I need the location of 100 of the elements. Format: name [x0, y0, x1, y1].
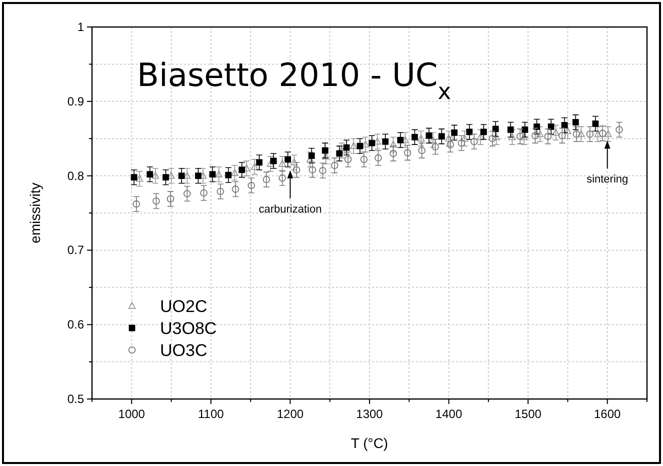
point: [476, 133, 484, 140]
point: [445, 134, 452, 142]
legend-label: UO3C: [160, 341, 208, 360]
point: [586, 130, 594, 138]
point: [278, 160, 286, 167]
point: [572, 119, 579, 126]
point: [216, 188, 224, 196]
point: [578, 130, 585, 138]
point: [248, 182, 256, 190]
point: [292, 166, 300, 174]
point: [132, 200, 140, 208]
point: [250, 162, 258, 170]
legend-label: U3O8C: [160, 319, 217, 338]
point: [458, 139, 466, 147]
point: [561, 122, 568, 128]
x-tick-label: 1100: [198, 407, 224, 421]
point: [470, 138, 478, 146]
point: [183, 190, 191, 198]
point: [572, 130, 580, 138]
point: [152, 172, 160, 179]
point: [418, 146, 426, 154]
point: [200, 189, 208, 197]
point: [536, 130, 544, 138]
point: [522, 126, 528, 133]
point: [592, 120, 599, 127]
point: [215, 170, 223, 178]
text: Biasetto 2010 - UC$_{x}$: [137, 56, 452, 105]
point: [390, 140, 397, 148]
y-axis-title: emissivity: [27, 182, 43, 244]
point: [336, 150, 343, 157]
x-tick-label: 1500: [514, 407, 542, 421]
point: [520, 133, 528, 140]
point: [178, 172, 185, 179]
point: [168, 172, 175, 179]
point: [532, 132, 539, 140]
point: [492, 126, 499, 132]
point: [460, 134, 468, 142]
point: [290, 158, 298, 166]
point: [146, 171, 154, 178]
point: [404, 149, 412, 156]
point: [604, 130, 612, 138]
x-tick-label: 1000: [118, 407, 146, 421]
point: [360, 156, 368, 164]
point: [480, 128, 487, 136]
point: [232, 186, 240, 193]
point: [195, 172, 202, 179]
point: [130, 174, 138, 180]
x-tick-label: 1600: [594, 407, 622, 421]
y-tick-label: 0.5: [67, 392, 84, 406]
point: [322, 147, 328, 154]
y-tick-label: 0.9: [67, 94, 84, 108]
point: [616, 126, 623, 134]
point: [432, 143, 439, 150]
point: [417, 134, 425, 142]
point: [534, 123, 540, 130]
point: [231, 168, 238, 176]
point: [488, 134, 496, 142]
point: [166, 195, 174, 203]
point: [284, 156, 292, 163]
point: [390, 150, 397, 158]
point: [426, 132, 432, 139]
point: [162, 174, 169, 180]
point: [466, 128, 473, 136]
point: [350, 142, 358, 150]
point: [278, 174, 286, 182]
point: [397, 136, 404, 144]
y-tick-label: 0.7: [67, 243, 84, 258]
x-axis-title: T (°C): [350, 435, 388, 451]
x-tick-label: 1400: [435, 407, 462, 421]
point: [402, 136, 409, 144]
point: [225, 172, 232, 178]
point: [446, 140, 454, 148]
point: [344, 156, 352, 164]
point: [594, 130, 602, 138]
x-tick-label: 1200: [276, 407, 304, 421]
point: [507, 126, 514, 133]
annotation: carburization: [258, 203, 322, 216]
point: [548, 123, 554, 130]
point: [152, 197, 160, 205]
point: [558, 132, 566, 140]
point: [598, 130, 606, 138]
annotation: sintering: [586, 174, 628, 186]
point: [492, 133, 500, 140]
legend-label: UO2C: [160, 297, 208, 316]
point: [429, 136, 437, 144]
x-tick-label: 1300: [356, 407, 384, 421]
y-tick-label: 1: [77, 20, 84, 34]
point: [552, 128, 560, 136]
point: [330, 162, 338, 170]
point: [209, 171, 216, 178]
point: [451, 129, 458, 136]
point: [564, 127, 572, 134]
point: [136, 174, 144, 182]
point: [262, 176, 270, 184]
point: [238, 166, 246, 174]
point: [256, 159, 262, 166]
point: [319, 166, 326, 174]
point: [270, 158, 277, 164]
point: [308, 152, 315, 159]
point: [374, 154, 382, 162]
